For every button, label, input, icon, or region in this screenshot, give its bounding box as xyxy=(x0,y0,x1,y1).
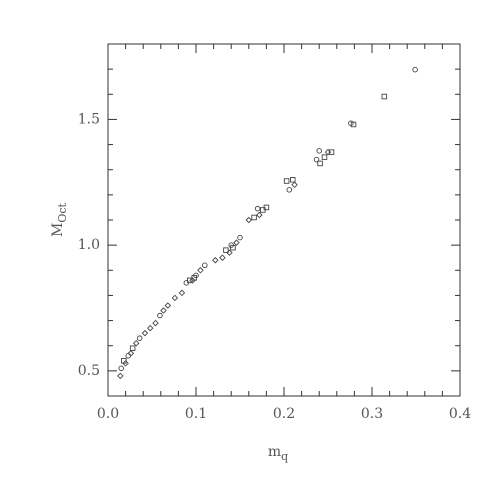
point xyxy=(187,277,193,284)
point xyxy=(254,205,261,212)
point xyxy=(147,324,154,332)
point xyxy=(178,289,186,297)
x-label-main: m xyxy=(268,444,281,460)
plot-frame xyxy=(107,43,461,397)
point xyxy=(237,234,243,241)
point xyxy=(118,365,124,372)
point xyxy=(350,121,357,128)
point xyxy=(286,187,293,193)
point xyxy=(256,211,263,219)
point xyxy=(223,247,229,253)
point xyxy=(291,181,298,189)
point xyxy=(160,307,167,314)
point xyxy=(132,339,140,347)
point xyxy=(164,302,172,309)
point xyxy=(260,207,266,213)
point xyxy=(125,353,131,359)
point xyxy=(122,360,129,367)
x-tick-label: 0.1 xyxy=(185,406,207,422)
x-tick-label: 0.4 xyxy=(449,406,471,422)
point xyxy=(202,262,208,269)
point xyxy=(141,329,149,337)
point xyxy=(233,239,240,246)
y-tick-label: 0.5 xyxy=(78,363,100,379)
point xyxy=(219,254,226,261)
point xyxy=(251,214,257,221)
y-axis-label: MOct xyxy=(50,202,69,237)
point xyxy=(245,216,253,224)
point xyxy=(152,319,159,327)
point xyxy=(230,244,236,251)
point xyxy=(316,148,322,154)
point xyxy=(171,294,179,302)
point xyxy=(412,66,418,73)
point xyxy=(324,148,332,156)
point xyxy=(313,156,320,163)
point xyxy=(136,335,143,341)
point xyxy=(197,267,204,274)
x-tick-label: 0.0 xyxy=(97,406,119,422)
y-tick-label: 1.0 xyxy=(78,237,100,253)
point xyxy=(127,350,135,357)
point xyxy=(189,277,196,284)
point xyxy=(321,154,328,160)
y-label-sub: Oct xyxy=(56,202,69,222)
x-label-sub: q xyxy=(281,450,288,463)
point xyxy=(129,345,136,351)
point xyxy=(290,177,296,183)
point xyxy=(226,249,233,256)
x-axis-label: mq xyxy=(268,444,288,463)
x-tick-label: 0.2 xyxy=(273,406,295,422)
point xyxy=(328,149,335,155)
y-label-main: M xyxy=(50,223,66,237)
point xyxy=(381,93,388,100)
point xyxy=(283,178,290,184)
x-tick-label: 0.3 xyxy=(361,406,383,422)
point xyxy=(117,372,124,380)
point xyxy=(317,160,323,167)
y-tick-label: 1.5 xyxy=(78,111,100,127)
point xyxy=(157,312,163,319)
point xyxy=(212,256,219,264)
